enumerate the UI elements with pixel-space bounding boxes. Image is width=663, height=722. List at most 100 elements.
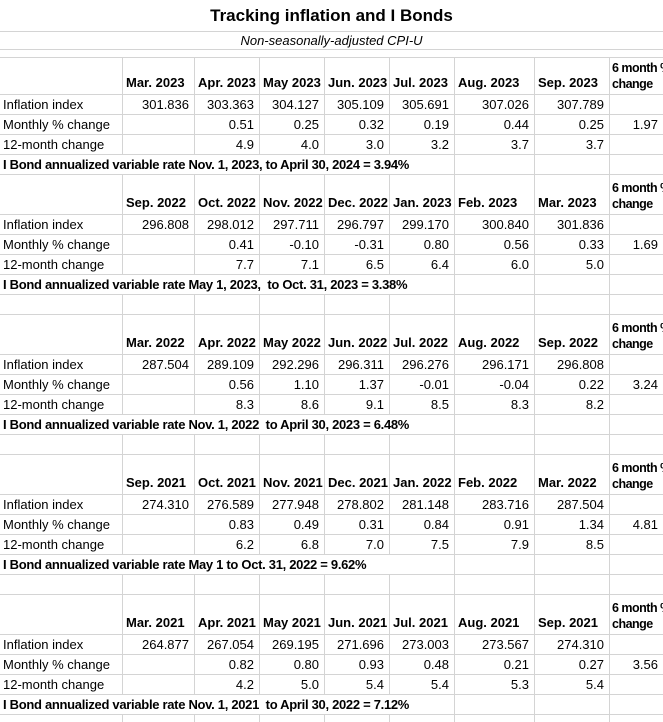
- inflation-index-value[interactable]: 305.691: [390, 95, 455, 115]
- twelve-month-value[interactable]: 5.4: [390, 675, 455, 695]
- monthly-change-value[interactable]: 0.41: [195, 235, 260, 255]
- row-label-twelve-month[interactable]: 12-month change: [0, 255, 123, 275]
- inflation-index-value[interactable]: 287.504: [535, 495, 610, 515]
- row-label-twelve-month[interactable]: 12-month change: [0, 395, 123, 415]
- monthly-change-value[interactable]: 0.48: [390, 655, 455, 675]
- twelve-month-value[interactable]: 3.7: [535, 135, 610, 155]
- twelve-month-value[interactable]: 7.1: [260, 255, 325, 275]
- inflation-index-value[interactable]: 297.711: [260, 215, 325, 235]
- row-label-inflation-index[interactable]: Inflation index: [0, 355, 123, 375]
- month-header[interactable]: Oct. 2022: [195, 175, 260, 215]
- monthly-change-value[interactable]: 0.56: [455, 235, 535, 255]
- monthly-change-value[interactable]: 0.31: [325, 515, 390, 535]
- month-header[interactable]: May 2023: [260, 58, 325, 95]
- ibond-rate-note[interactable]: I Bond annualized variable rate Nov. 1, …: [0, 415, 455, 435]
- twelve-month-value[interactable]: [123, 395, 195, 415]
- six-month-header[interactable]: 6 month % change: [610, 175, 663, 215]
- inflation-index-value[interactable]: 303.363: [195, 95, 260, 115]
- row-label-monthly-change[interactable]: Monthly % change: [0, 655, 123, 675]
- twelve-month-value[interactable]: 6.2: [195, 535, 260, 555]
- month-header[interactable]: Dec. 2021: [325, 455, 390, 495]
- monthly-change-value[interactable]: 0.49: [260, 515, 325, 535]
- monthly-change-value[interactable]: 0.80: [260, 655, 325, 675]
- inflation-index-value[interactable]: 283.716: [455, 495, 535, 515]
- row-label-inflation-index[interactable]: Inflation index: [0, 95, 123, 115]
- month-header[interactable]: Sep. 2022: [123, 175, 195, 215]
- month-header[interactable]: Feb. 2023: [455, 175, 535, 215]
- twelve-month-value[interactable]: 5.4: [325, 675, 390, 695]
- monthly-change-value[interactable]: 0.91: [455, 515, 535, 535]
- monthly-change-value[interactable]: -0.01: [390, 375, 455, 395]
- inflation-index-value[interactable]: 296.797: [325, 215, 390, 235]
- month-header[interactable]: Aug. 2021: [455, 595, 535, 635]
- twelve-month-value[interactable]: 5.0: [260, 675, 325, 695]
- monthly-change-value[interactable]: 0.51: [195, 115, 260, 135]
- twelve-month-value[interactable]: 5.3: [455, 675, 535, 695]
- twelve-month-value[interactable]: 5.4: [535, 675, 610, 695]
- month-header[interactable]: Nov. 2022: [260, 175, 325, 215]
- six-month-change-value[interactable]: 3.56: [610, 655, 663, 675]
- row-label-inflation-index[interactable]: Inflation index: [0, 635, 123, 655]
- six-month-header[interactable]: 6 month % change: [610, 455, 663, 495]
- inflation-index-value[interactable]: 301.836: [123, 95, 195, 115]
- inflation-index-value[interactable]: 298.012: [195, 215, 260, 235]
- month-header[interactable]: Dec. 2022: [325, 175, 390, 215]
- six-month-change-value[interactable]: 3.24: [610, 375, 663, 395]
- month-header[interactable]: Jun. 2023: [325, 58, 390, 95]
- inflation-index-value[interactable]: 304.127: [260, 95, 325, 115]
- inflation-index-value[interactable]: 287.504: [123, 355, 195, 375]
- inflation-index-value[interactable]: 296.311: [325, 355, 390, 375]
- month-header[interactable]: Feb. 2022: [455, 455, 535, 495]
- monthly-change-value[interactable]: [123, 115, 195, 135]
- month-header[interactable]: May 2022: [260, 315, 325, 355]
- inflation-index-value[interactable]: 292.296: [260, 355, 325, 375]
- twelve-month-value[interactable]: 6.0: [455, 255, 535, 275]
- inflation-index-value[interactable]: 274.310: [535, 635, 610, 655]
- twelve-month-value[interactable]: 6.5: [325, 255, 390, 275]
- monthly-change-value[interactable]: -0.10: [260, 235, 325, 255]
- month-header[interactable]: Aug. 2023: [455, 58, 535, 95]
- six-month-change-value[interactable]: 1.69: [610, 235, 663, 255]
- inflation-index-value[interactable]: 301.836: [535, 215, 610, 235]
- monthly-change-value[interactable]: 0.93: [325, 655, 390, 675]
- ibond-rate-note[interactable]: I Bond annualized variable rate Nov. 1, …: [0, 155, 455, 175]
- twelve-month-value[interactable]: 6.4: [390, 255, 455, 275]
- month-header[interactable]: Sep. 2022: [535, 315, 610, 355]
- inflation-index-value[interactable]: 296.171: [455, 355, 535, 375]
- inflation-index-value[interactable]: 299.170: [390, 215, 455, 235]
- monthly-change-value[interactable]: -0.31: [325, 235, 390, 255]
- monthly-change-value[interactable]: 0.33: [535, 235, 610, 255]
- inflation-index-value[interactable]: 269.195: [260, 635, 325, 655]
- month-header[interactable]: Jul. 2021: [390, 595, 455, 635]
- inflation-index-value[interactable]: 300.840: [455, 215, 535, 235]
- inflation-index-value[interactable]: 307.026: [455, 95, 535, 115]
- monthly-change-value[interactable]: 0.44: [455, 115, 535, 135]
- month-header[interactable]: Apr. 2023: [195, 58, 260, 95]
- month-header[interactable]: Jul. 2022: [390, 315, 455, 355]
- inflation-index-value[interactable]: 267.054: [195, 635, 260, 655]
- row-label-monthly-change[interactable]: Monthly % change: [0, 115, 123, 135]
- month-header[interactable]: Jul. 2023: [390, 58, 455, 95]
- monthly-change-value[interactable]: 0.56: [195, 375, 260, 395]
- monthly-change-value[interactable]: 0.22: [535, 375, 610, 395]
- month-header[interactable]: Aug. 2022: [455, 315, 535, 355]
- month-header[interactable]: Sep. 2023: [535, 58, 610, 95]
- inflation-index-value[interactable]: 307.789: [535, 95, 610, 115]
- monthly-change-value[interactable]: 0.80: [390, 235, 455, 255]
- ibond-rate-note[interactable]: I Bond annualized variable rate May 1, 2…: [0, 275, 455, 295]
- row-label-monthly-change[interactable]: Monthly % change: [0, 515, 123, 535]
- inflation-index-value[interactable]: 296.808: [535, 355, 610, 375]
- inflation-index-value[interactable]: 264.877: [123, 635, 195, 655]
- month-header[interactable]: Mar. 2023: [535, 175, 610, 215]
- six-month-header[interactable]: 6 month % change: [610, 595, 663, 635]
- month-header[interactable]: Mar. 2021: [123, 595, 195, 635]
- twelve-month-value[interactable]: [123, 255, 195, 275]
- month-header[interactable]: Apr. 2021: [195, 595, 260, 635]
- monthly-change-value[interactable]: 0.27: [535, 655, 610, 675]
- month-header[interactable]: Sep. 2021: [123, 455, 195, 495]
- inflation-index-value[interactable]: 305.109: [325, 95, 390, 115]
- month-header[interactable]: Sep. 2021: [535, 595, 610, 635]
- month-header[interactable]: Mar. 2022: [535, 455, 610, 495]
- row-label-monthly-change[interactable]: Monthly % change: [0, 235, 123, 255]
- monthly-change-value[interactable]: 0.25: [260, 115, 325, 135]
